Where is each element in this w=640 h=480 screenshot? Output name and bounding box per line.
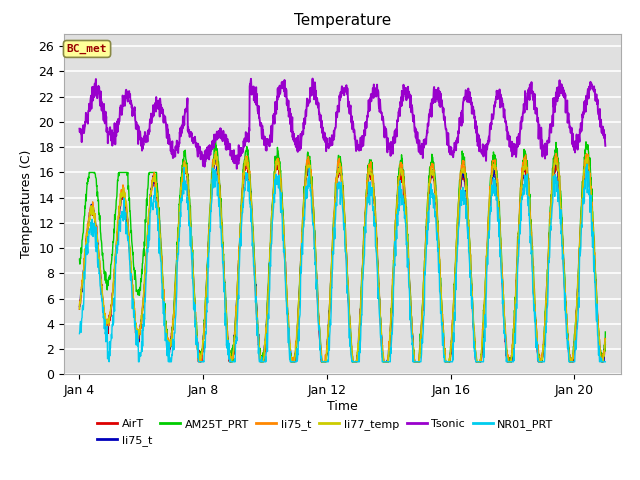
X-axis label: Time: Time [327,400,358,413]
Legend: AirT, li75_t, AM25T_PRT, li75_t, li77_temp, Tsonic, NR01_PRT: AirT, li75_t, AM25T_PRT, li75_t, li77_te… [97,419,553,445]
Y-axis label: Temperatures (C): Temperatures (C) [20,150,33,258]
Text: BC_met: BC_met [67,44,108,54]
Title: Temperature: Temperature [294,13,391,28]
